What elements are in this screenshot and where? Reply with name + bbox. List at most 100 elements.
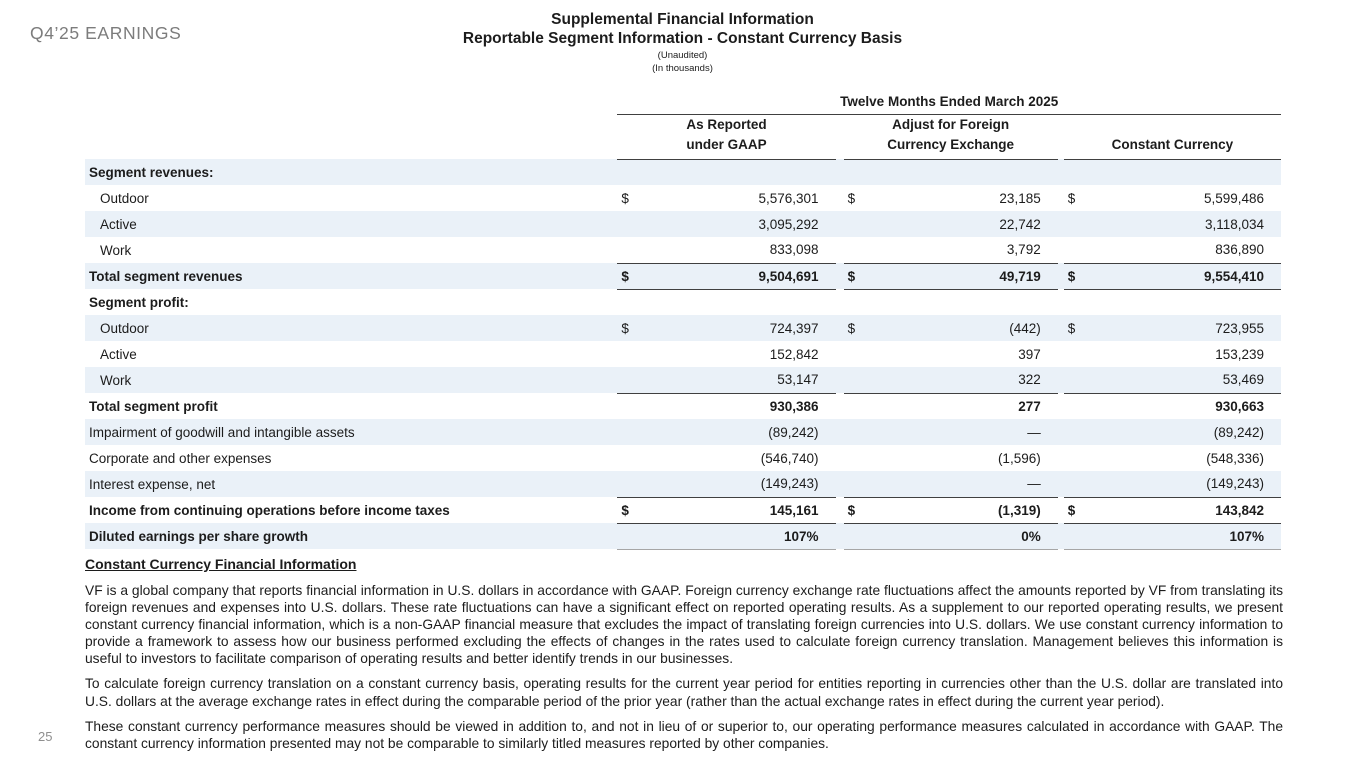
row-label: Segment revenues: [85,159,618,185]
value-cell: 9,504,691 [641,263,836,290]
currency-cell [1063,471,1088,498]
currency-cell: $ [617,315,642,341]
currency-cell [617,471,642,498]
column-gap [835,211,844,237]
currency-cell [843,419,868,445]
currency-cell [617,367,642,394]
currency-cell [617,445,641,471]
column-header-gaap-line2: under GAAP [686,136,767,152]
value-cell [641,289,835,315]
currency-cell [617,523,642,550]
currency-cell [617,211,642,237]
column-gap [1057,419,1064,445]
currency-cell [1063,367,1088,394]
notes-heading: Constant Currency Financial Information [85,556,357,572]
value-cell: 152,842 [769,346,819,362]
column-gap [835,471,844,497]
value-cell: 22,742 [867,211,1058,237]
value-cell: — [867,471,1058,498]
table-row: Diluted earnings per share growth 107% 0% 1… [85,523,1281,550]
column-header-cc-line2: Constant Currency [1111,136,1234,152]
row-label: Work [100,242,132,258]
notes-paragraph: VF is a global company that reports fina… [85,583,1283,667]
column-gap [836,114,844,159]
table-row: Impairment of goodwill and intangible as… [85,419,1281,445]
in-thousands-note: (In thousands) [652,63,713,74]
table-row: Total segment profit 930,386 277 930,663 [85,393,1281,419]
row-label: Total segment profit [89,398,218,414]
notes-paragraph: These constant currency performance meas… [85,718,1283,751]
table-row: Outdoor $5,576,301 $23,185 $5,599,486 [85,185,1281,211]
value-cell: 53,147 [641,367,836,394]
row-label: Interest expense, net [85,471,618,497]
table-row: Active 3,095,292 22,742 3,118,034 [85,211,1281,237]
currency-cell: $ [1067,190,1076,206]
notes-section: Constant Currency Financial Information … [85,556,1283,760]
segment-table-body: Segment revenues: Outdoor $5,576,301 $23,18… [85,159,1281,550]
column-header-fx-line2: Currency Exchange [887,136,1015,152]
value-cell: — [867,419,1058,445]
currency-cell: $ [621,190,629,206]
row-label: Active [85,211,618,237]
table-row: Outdoor $724,397 $ (442) $723,955 [85,315,1281,341]
value-cell [1087,159,1281,185]
currency-cell [843,471,868,498]
row-label: Income from continuing operations before… [89,502,450,518]
column-gap [1057,211,1064,237]
column-gap [836,445,844,471]
segment-table-head: Twelve Months Ended March 2025 As Report… [85,88,1281,160]
value-cell: (89,242) [1087,419,1281,445]
currency-cell: $ [617,497,642,524]
column-header-fx: Adjust for Foreign Currency Exchange [843,114,1058,160]
value-cell: (149,243) [1087,471,1281,498]
currency-cell [1063,237,1088,264]
row-label: Segment profit: [89,294,189,310]
currency-cell [843,211,868,237]
currency-cell [843,237,868,264]
value-cell: 49,719 [867,263,1058,290]
column-header-gaap: As Reported under GAAP [617,114,836,160]
column-gap [1057,471,1064,497]
column-gap [836,393,844,419]
currency-cell [617,159,642,185]
row-label: Outdoor [85,315,618,341]
currency-cell: $ [843,263,868,290]
row-label: Outdoor [100,190,149,206]
column-gap [835,367,844,393]
title-block: Supplemental Financial Information Repor… [0,10,1365,74]
column-gap [836,497,844,523]
table-row: Active 152,842 397 153,239 [85,341,1281,367]
value-cell: 5,576,301 [758,190,819,206]
value-cell [868,289,1058,315]
currency-cell [844,341,868,367]
value-cell: 930,386 [769,398,819,414]
table-row: Work 833,098 3,792 836,890 [85,237,1281,264]
column-gap [1057,159,1064,185]
table-row: Work 53,147 322 53,469 [85,367,1281,394]
value-cell: 145,161 [641,497,836,524]
column-gap [1057,263,1064,289]
currency-cell [617,237,642,264]
currency-cell [1064,393,1088,419]
column-header-row: As Reported under GAAP Adjust for Foreig… [85,114,1281,160]
row-label: Active [100,346,137,362]
span-header-row: Twelve Months Ended March 2025 [85,88,1281,115]
column-gap [835,263,844,289]
value-cell: 107% [1087,523,1281,550]
row-label: Work [85,367,618,393]
value-cell: 397 [1018,346,1041,362]
currency-cell: $ [1063,263,1088,290]
currency-cell [844,393,868,419]
currency-cell [1063,159,1088,185]
value-cell: 723,955 [1087,315,1281,341]
row-label: Impairment of goodwill and intangible as… [85,419,618,445]
value-cell: 3,792 [867,237,1058,264]
page-subtitle-title: Reportable Segment Information - Constan… [462,30,903,47]
span-header: Twelve Months Ended March 2025 [617,88,1281,115]
value-cell: 277 [1018,398,1041,414]
currency-cell [617,289,641,315]
value-cell: (546,740) [760,450,819,466]
column-gap [835,419,844,445]
value-cell: (149,243) [641,471,836,498]
table-row: Income from continuing operations before… [85,497,1281,524]
